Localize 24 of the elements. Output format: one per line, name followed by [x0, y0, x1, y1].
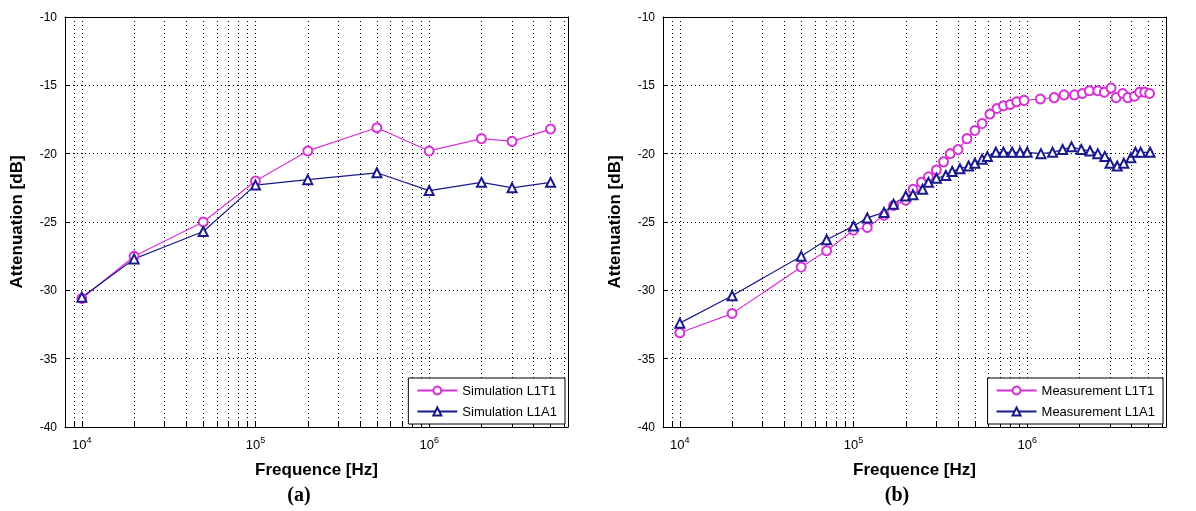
text: (a) [287, 483, 311, 506]
y-tick-label: -15 [637, 78, 656, 93]
y-tick-label: -25 [637, 215, 656, 229]
y-tick-label: -25 [39, 215, 58, 229]
y-tick-label: -30 [39, 283, 58, 298]
y-axis-title: Attenuation [dB] [7, 155, 26, 289]
text: (b) [884, 483, 910, 506]
y-tick-label: -10 [39, 10, 58, 24]
legend-label: Simulation L1A1 [462, 404, 557, 419]
y-tick-label: -40 [39, 420, 58, 434]
y-tick-label: -30 [637, 283, 656, 298]
y-axis-title: Attenuation [dB] [605, 155, 624, 289]
y-tick-label: -10 [637, 10, 656, 24]
y-tick-label: -35 [637, 351, 656, 366]
x-axis-title: Frequence [Hz] [853, 460, 976, 479]
x-axis-title: Frequence [Hz] [255, 460, 378, 479]
y-tick-label: -20 [637, 146, 656, 161]
y-tick-label: -15 [39, 78, 58, 93]
y-tick-label: -40 [637, 420, 656, 434]
legend-label: Simulation L1T1 [462, 383, 557, 398]
y-tick-label: -20 [39, 146, 58, 161]
y-tick-label: -35 [39, 351, 58, 366]
legend-label: Measurement L1A1 [1041, 404, 1155, 419]
legend-label: Measurement L1T1 [1041, 383, 1155, 398]
